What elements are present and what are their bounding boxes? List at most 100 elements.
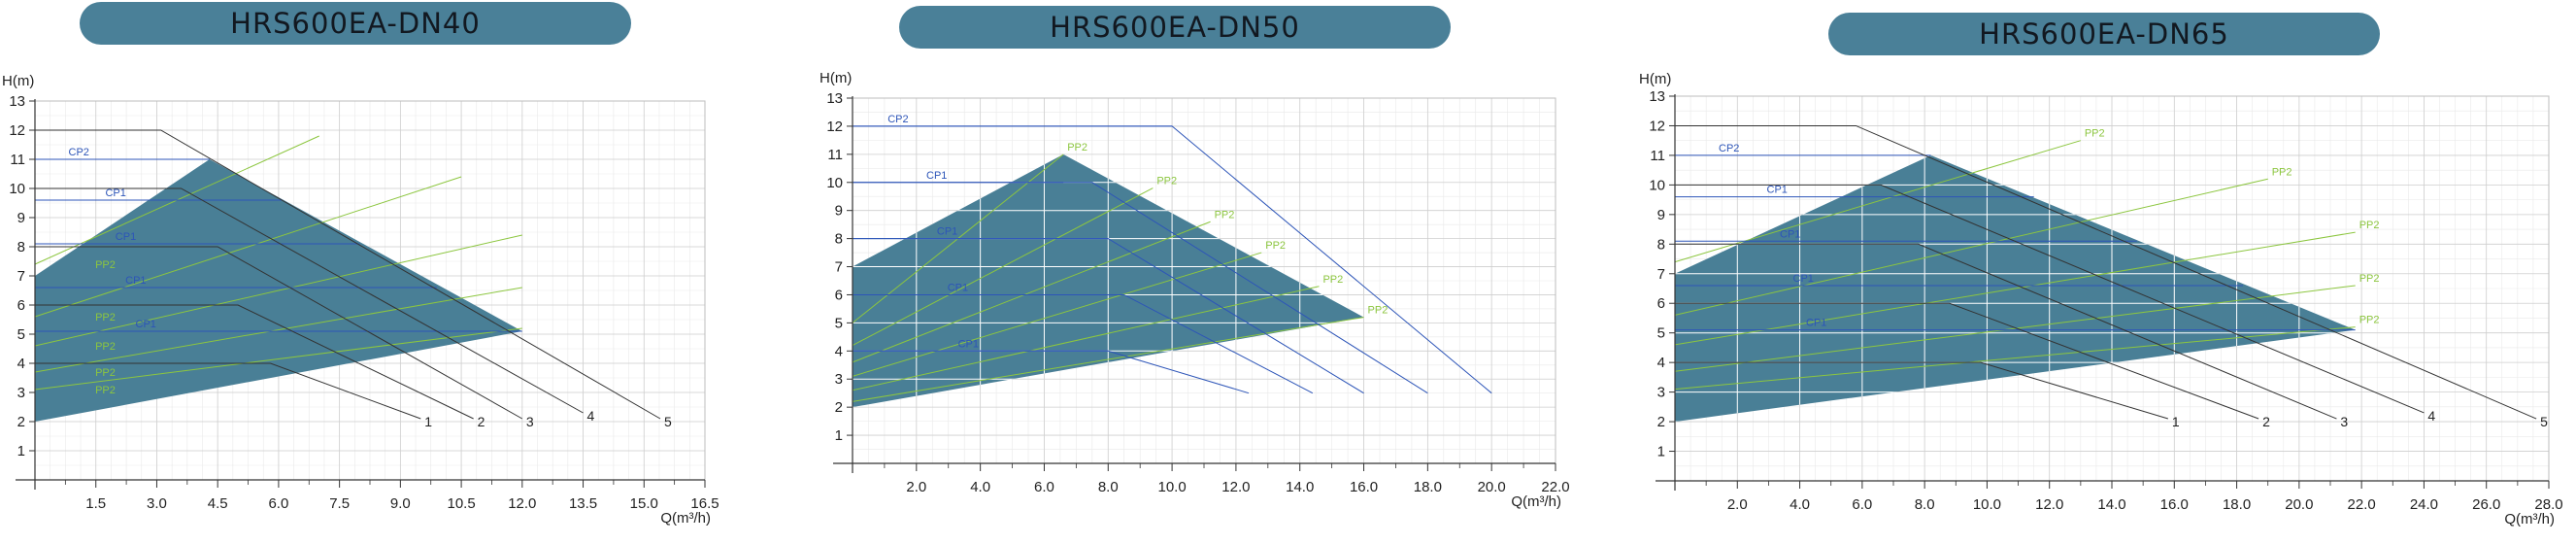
pump-curve bbox=[1675, 124, 2537, 420]
y-tick-label: 8 bbox=[1657, 236, 1665, 253]
pump-curve-label: 5 bbox=[2540, 414, 2548, 429]
y-tick-label: 9 bbox=[1657, 207, 1665, 223]
x-tick-label: 16.0 bbox=[2160, 496, 2189, 513]
cp-line-label: CP1 bbox=[136, 319, 156, 330]
pump-curve bbox=[35, 129, 661, 420]
x-tick-label: 4.0 bbox=[1790, 496, 1810, 513]
pp-line bbox=[852, 221, 1211, 363]
pp-line-label: PP2 bbox=[2359, 273, 2380, 285]
cp-line-label: CP1 bbox=[1793, 273, 1814, 285]
x-tick-label: 14.0 bbox=[1286, 479, 1314, 495]
pp-line bbox=[1674, 285, 2356, 372]
pp-line bbox=[852, 187, 1154, 346]
x-tick-label: 6.0 bbox=[1852, 496, 1872, 513]
x-tick-label: 10.5 bbox=[447, 495, 475, 512]
pp-line bbox=[34, 287, 522, 373]
pump-curve-label: 1 bbox=[424, 414, 432, 429]
x-axis-title: Q(m³/h) bbox=[2504, 511, 2555, 527]
y-tick-label: 7 bbox=[17, 268, 25, 285]
pp-line bbox=[1674, 140, 2082, 263]
x-tick-label: 12.0 bbox=[2035, 496, 2063, 513]
cp-line-label: CP1 bbox=[1780, 228, 1800, 240]
x-tick-label: 14.0 bbox=[2097, 496, 2125, 513]
pp-line-label: PP2 bbox=[2359, 315, 2380, 326]
y-tick-label: 4 bbox=[835, 343, 843, 359]
cp-line-label: CP1 bbox=[105, 187, 125, 199]
pump-curve bbox=[1675, 302, 2259, 420]
pp-line-label: PP2 bbox=[95, 385, 116, 396]
pump-curve-label: 4 bbox=[2427, 408, 2435, 424]
pp-line-label: PP2 bbox=[2359, 220, 2380, 231]
chart-dn50: PP2PP2PP2PP2PP2PP2CP2CP1CP1CP1CP11234567… bbox=[820, 70, 1570, 510]
pump-curve-label: 5 bbox=[664, 414, 672, 429]
pp-line bbox=[34, 327, 522, 391]
x-axis-title: Q(m³/h) bbox=[660, 510, 711, 527]
pump-curve bbox=[853, 293, 1314, 394]
x-tick-label: 18.0 bbox=[1414, 479, 1442, 495]
pump-curve bbox=[853, 182, 1428, 394]
y-tick-label: 4 bbox=[17, 356, 25, 372]
y-tick-label: 13 bbox=[9, 93, 25, 110]
x-tick-label: 13.5 bbox=[569, 495, 597, 512]
cp-line-label: CP1 bbox=[937, 226, 957, 238]
pp-line-label: PP2 bbox=[1215, 209, 1235, 221]
y-tick-label: 5 bbox=[1657, 325, 1665, 342]
y-tick-label: 6 bbox=[1657, 295, 1665, 312]
pp-line bbox=[1674, 178, 2268, 316]
y-tick-label: 9 bbox=[835, 203, 843, 220]
x-tick-label: 15.0 bbox=[630, 495, 658, 512]
pp-line-label: PP2 bbox=[1067, 142, 1087, 153]
x-tick-label: 8.0 bbox=[1915, 496, 1935, 513]
chart-title-dn40: HRS600EA-DN40 bbox=[80, 2, 631, 45]
pp-line bbox=[1674, 231, 2356, 346]
cp-line-label: CP2 bbox=[1719, 143, 1739, 154]
pump-curve bbox=[853, 125, 1492, 394]
pump-curve bbox=[35, 187, 584, 414]
panel-dn65: HRS600EA-DN65 PP2 PP2 PP2 PP2 PP2 CP2 CP1 CP1 CP… bbox=[1634, 0, 2576, 544]
chart-title-dn65: HRS600EA-DN65 bbox=[1828, 13, 2380, 55]
y-tick-label: 10 bbox=[1649, 177, 1665, 193]
y-tick-label: 8 bbox=[835, 231, 843, 248]
y-tick-label: 6 bbox=[17, 297, 25, 314]
cp-line-label: CP2 bbox=[887, 114, 908, 125]
y-tick-label: 5 bbox=[17, 326, 25, 343]
y-tick-label: 10 bbox=[9, 181, 25, 197]
y-tick-label: 13 bbox=[1649, 88, 1665, 105]
x-tick-label: 4.5 bbox=[208, 495, 228, 512]
x-tick-label: 7.5 bbox=[329, 495, 350, 512]
x-tick-label: 1.5 bbox=[85, 495, 106, 512]
pump-curve bbox=[1675, 361, 2169, 420]
pump-curve-label: 2 bbox=[2262, 414, 2270, 429]
y-axis-title: H(m) bbox=[820, 70, 852, 86]
pump-curve-label: 1 bbox=[2172, 414, 2180, 429]
x-tick-label: 6.0 bbox=[268, 495, 288, 512]
pp-line bbox=[1674, 326, 2356, 391]
pump-curve bbox=[35, 304, 474, 420]
x-tick-label: 10.0 bbox=[1973, 496, 2001, 513]
pp-line-label: PP2 bbox=[1156, 176, 1177, 187]
panel-dn50: HRS600EA-DN50 PP2 PP2 PP2 PP2 PP2 PP2 CP2 CP1 CP… bbox=[818, 0, 1594, 544]
pump-curve-label: 3 bbox=[526, 414, 534, 429]
pump-curve-label: 2 bbox=[478, 414, 485, 429]
y-tick-label: 2 bbox=[17, 414, 25, 430]
y-tick-label: 7 bbox=[835, 259, 843, 276]
y-tick-label: 12 bbox=[9, 122, 25, 139]
x-tick-label: 12.0 bbox=[1221, 479, 1250, 495]
y-tick-label: 10 bbox=[826, 175, 843, 191]
y-tick-label: 3 bbox=[1657, 385, 1665, 401]
pp-line-label: PP2 bbox=[95, 341, 116, 353]
x-tick-label: 16.0 bbox=[1350, 479, 1378, 495]
panel-dn40: HRS600EA-DN40 PP2 PP2 PP2 PP2 PP2 CP2 CP1 CP1 CP… bbox=[0, 0, 777, 544]
pp-line-label: PP2 bbox=[1322, 274, 1343, 286]
cp-line-label: CP1 bbox=[926, 170, 947, 182]
y-axis-title: H(m) bbox=[1639, 71, 1671, 87]
y-tick-label: 5 bbox=[835, 315, 843, 331]
pump-curve bbox=[853, 350, 1250, 394]
y-tick-label: 1 bbox=[17, 443, 25, 459]
cp-line-label: CP1 bbox=[1806, 318, 1826, 329]
cp-line-label: CP2 bbox=[69, 147, 89, 158]
x-tick-label: 12.0 bbox=[508, 495, 536, 512]
y-tick-label: 6 bbox=[835, 287, 843, 303]
y-tick-label: 2 bbox=[1657, 414, 1665, 430]
x-tick-label: 18.0 bbox=[2223, 496, 2251, 513]
